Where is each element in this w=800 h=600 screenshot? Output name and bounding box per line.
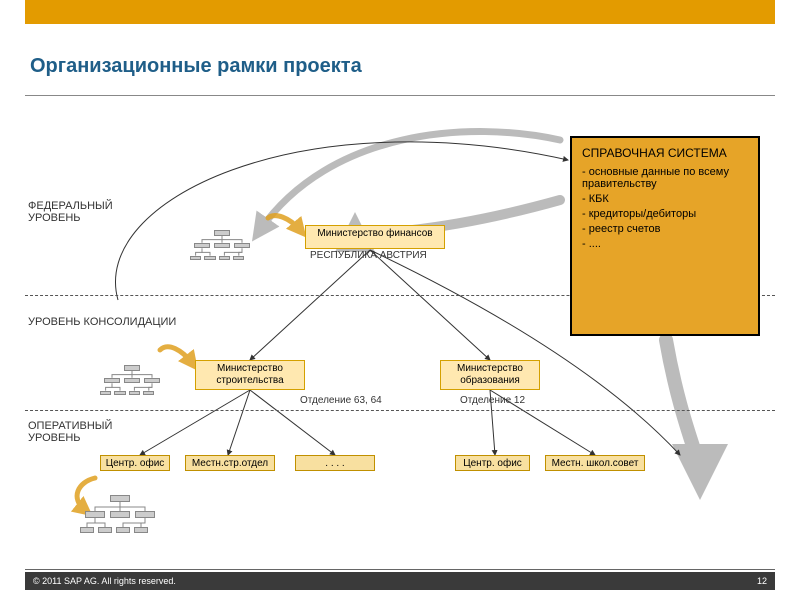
node-school-council: Местн. школ.совет bbox=[545, 455, 645, 471]
label-dept-6364: Отделение 63, 64 bbox=[300, 395, 382, 406]
orgchart-icon bbox=[190, 230, 254, 270]
footer-separator bbox=[25, 569, 775, 570]
node-center-office-1: Центр. офис bbox=[100, 455, 170, 471]
info-line: - основные данные по всему правительству bbox=[582, 166, 748, 190]
label-dept-12: Отделение 12 bbox=[460, 395, 525, 406]
level-consolidation-label: УРОВЕНЬ КОНСОЛИДАЦИИ bbox=[28, 316, 176, 328]
node-ellipsis: . . . . bbox=[295, 455, 375, 471]
footer-page-number: 12 bbox=[757, 576, 767, 586]
separator-2 bbox=[25, 410, 775, 411]
node-ministry-education: Министерство образования bbox=[440, 360, 540, 390]
info-line: - .... bbox=[582, 238, 748, 250]
orgchart-icon bbox=[100, 365, 164, 405]
footer-copyright: © 2011 SAP AG. All rights reserved. bbox=[33, 576, 176, 586]
title-underline bbox=[25, 95, 775, 96]
orgchart-icon bbox=[80, 495, 160, 545]
node-local-construction: Местн.стр.отдел bbox=[185, 455, 275, 471]
reference-system-box: СПРАВОЧНАЯ СИСТЕМА - основные данные по … bbox=[570, 136, 760, 336]
info-header: СПРАВОЧНАЯ СИСТЕМА bbox=[582, 146, 748, 160]
page-title: Организационные рамки проекта bbox=[30, 55, 362, 78]
top-accent-bar bbox=[25, 0, 775, 24]
level-federal-label: ФЕДЕРАЛЬНЫЙ УРОВЕНЬ bbox=[28, 200, 113, 224]
level-operational-label: ОПЕРАТИВНЫЙ УРОВЕНЬ bbox=[28, 420, 112, 444]
info-line: - КБК bbox=[582, 193, 748, 205]
node-ministry-finance: Министерство финансов bbox=[305, 225, 445, 249]
label-republic: РЕСПУБЛИКА АВСТРИЯ bbox=[310, 250, 427, 261]
node-center-office-2: Центр. офис bbox=[455, 455, 530, 471]
node-ministry-construction: Министерство строительства bbox=[195, 360, 305, 390]
info-line: - кредиторы/дебиторы bbox=[582, 208, 748, 220]
info-line: - реестр счетов bbox=[582, 223, 748, 235]
footer: © 2011 SAP AG. All rights reserved. 12 bbox=[25, 572, 775, 590]
